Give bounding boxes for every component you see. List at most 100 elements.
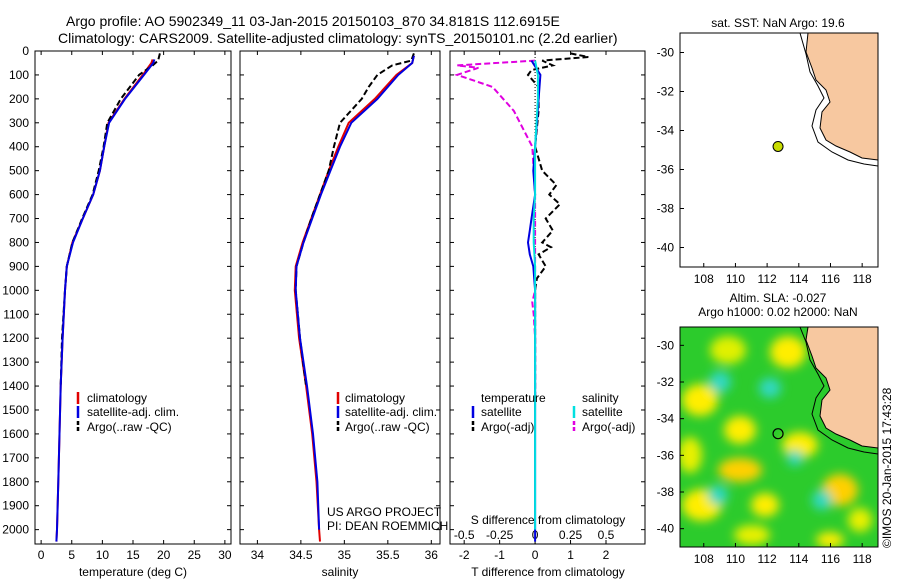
depth-tick-label: 100 — [9, 68, 29, 82]
depth-tick-label: 300 — [9, 116, 29, 130]
legend-s-satellite: satellite — [582, 405, 623, 419]
difference-panel — [449, 50, 646, 545]
map-y-tick-label: -36 — [657, 163, 675, 177]
map-x-tick-label: 114 — [789, 552, 808, 566]
map-y-tick-label: -34 — [657, 124, 675, 138]
salinity-panel — [239, 50, 441, 545]
map-y-tick-label: -32 — [657, 85, 675, 99]
x-tick-label: 10 — [96, 548, 110, 562]
legend-t-satellite: satellite — [481, 405, 522, 419]
legend-climatology: climatology — [87, 391, 147, 405]
x-tick-label: 34 — [251, 548, 265, 562]
x-tick-label: 2 — [603, 548, 610, 562]
x-tick-label: 5 — [68, 548, 75, 562]
legend-satellite: satellite-adj. clim. — [87, 405, 179, 419]
series-satellite-adj-clim- — [55, 59, 156, 542]
sla-blob — [812, 490, 832, 510]
map-y-tick-label: -36 — [657, 448, 675, 462]
x-tick-label: 15 — [126, 548, 140, 562]
depth-tick-label: 600 — [9, 188, 29, 202]
salinity-lines — [293, 53, 415, 542]
sla-map-title-line1: Altim. SLA: -0.027 — [730, 291, 827, 305]
x-tick-label: 20 — [157, 548, 171, 562]
map-y-tick-label: -38 — [657, 485, 675, 499]
series-argo-raw-qc- — [59, 53, 161, 387]
s-tick-label: 0.5 — [598, 528, 615, 542]
x-tick-label: 0 — [38, 548, 45, 562]
depth-tick-label: 1400 — [2, 379, 29, 393]
depth-axis: 0 100 200 300 400 500 600 700 800 900 1000 1100 1200… — [2, 44, 645, 537]
difference-lines — [453, 51, 589, 544]
x-tick-label: 1 — [567, 548, 574, 562]
map-y-tick-label: -34 — [657, 412, 675, 426]
sst-land — [805, 33, 878, 161]
difference-xlabel: T difference from climatology — [471, 565, 625, 579]
credit-line1: US ARGO PROJECT — [327, 505, 442, 519]
map-x-tick-label: 118 — [853, 552, 872, 566]
sla-blob — [724, 416, 756, 444]
sla-blob — [718, 458, 762, 482]
difference-legend: temperature satellite Argo(-adj) salinit… — [471, 391, 635, 434]
x-tick-label: 25 — [188, 548, 202, 562]
temperature-lines — [55, 53, 161, 542]
legend-argo: Argo(..raw -QC) — [345, 420, 430, 434]
depth-tick-label: 800 — [9, 235, 29, 249]
sla-blob — [759, 378, 781, 398]
x-tick-label: -1 — [494, 548, 505, 562]
depth-tick-label: 400 — [9, 140, 29, 154]
map-x-tick-label: 116 — [821, 552, 840, 566]
legend-t-argo: Argo(-adj) — [481, 420, 534, 434]
salinity-xlabel: salinity — [322, 565, 359, 579]
depth-tick-label: 500 — [9, 164, 29, 178]
map-y-tick-label: -38 — [657, 202, 675, 216]
depth-tick-label: 1600 — [2, 427, 29, 441]
sla-contour — [799, 327, 878, 455]
series-s-argo-adj- — [453, 59, 537, 398]
depth-tick-label: 2000 — [2, 523, 29, 537]
depth-tick-label: 1900 — [2, 499, 29, 513]
s-tick-label: 0.25 — [559, 528, 583, 542]
sla-blob — [848, 508, 872, 532]
sla-blob — [680, 437, 702, 473]
sla-blob — [787, 450, 803, 466]
depth-tick-label: 1300 — [2, 355, 29, 369]
depth-tick-label: 900 — [9, 259, 29, 273]
chart-title-line2: Climatology: CARS2009. Satellite-adjuste… — [58, 30, 618, 46]
depth-tick-label: 1000 — [2, 283, 29, 297]
salinity-legend: climatology satellite-adj. clim. Argo(..… — [336, 391, 437, 434]
x-tick-label: 30 — [218, 548, 232, 562]
map-x-tick-label: 112 — [758, 272, 777, 286]
map-y-tick-label: -32 — [657, 375, 675, 389]
depth-tick-label: 700 — [9, 212, 29, 226]
s-tick-label: -0.5 — [454, 528, 475, 542]
chart-title-line1: Argo profile: AO 5902349_11 03-Jan-2015 … — [66, 13, 560, 29]
x-tick-label: 0 — [532, 548, 539, 562]
temperature-x-axis: 0 5 10 15 20 25 30 — [38, 51, 232, 562]
sla-blob — [816, 532, 844, 547]
series-climatology — [293, 55, 415, 542]
map-x-tick-label: 118 — [853, 272, 872, 286]
sla-blob — [770, 336, 806, 368]
map-x-tick-label: 112 — [758, 552, 777, 566]
legend-satellite: satellite-adj. clim. — [345, 405, 437, 419]
sla-blob — [682, 384, 718, 416]
map-y-tick-label: -30 — [657, 46, 675, 60]
legend-temperature-heading: temperature — [481, 391, 546, 405]
series-argo-raw-qc- — [294, 53, 415, 387]
map-x-tick-label: 114 — [789, 272, 808, 286]
legend-s-argo: Argo(-adj) — [582, 420, 635, 434]
series-satellite-adj-clim- — [294, 55, 415, 530]
s-tick-label: -0.25 — [486, 528, 514, 542]
legend-climatology: climatology — [345, 391, 405, 405]
map-y-tick-label: -30 — [657, 338, 675, 352]
sla-blob — [709, 371, 731, 393]
x-tick-label: 36 — [425, 548, 439, 562]
legend-argo: Argo(..raw -QC) — [87, 420, 172, 434]
map-x-tick-label: 110 — [726, 272, 745, 286]
x-tick-label: 35 — [338, 548, 352, 562]
map-x-tick-label: 108 — [694, 272, 714, 286]
sla-map-title-line2: Argo h1000: 0.02 h2000: NaN — [698, 305, 857, 319]
sla-blob — [710, 336, 746, 364]
depth-tick-label: 1100 — [3, 307, 29, 321]
